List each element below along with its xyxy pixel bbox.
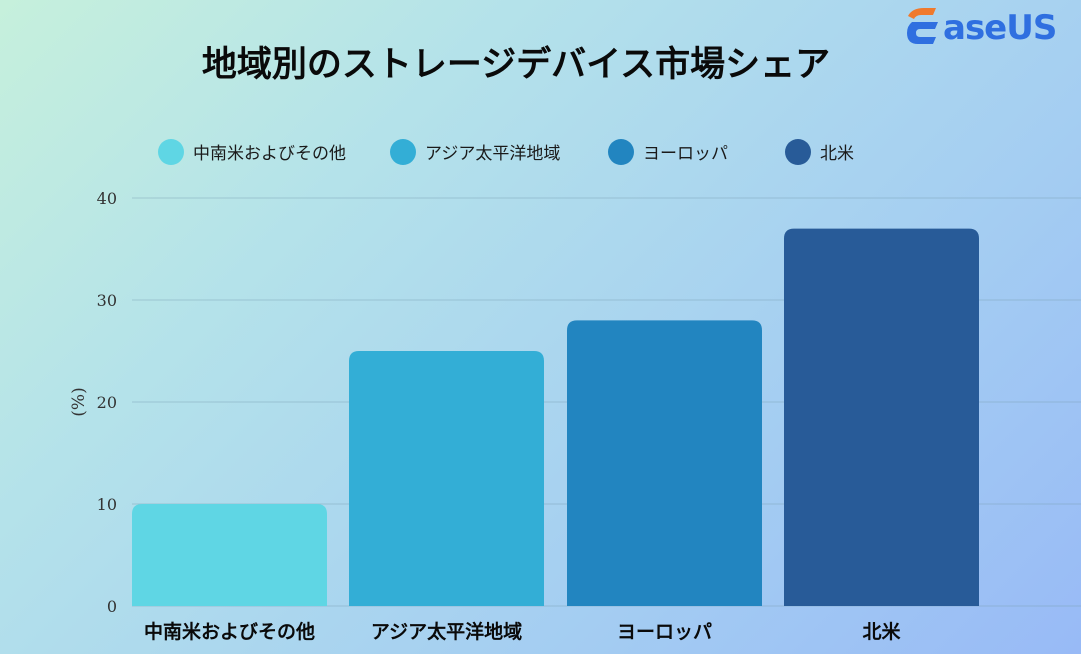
bar-3: [784, 228, 979, 606]
y-tick-label-2: 20: [97, 393, 117, 412]
y-tick-label-3: 30: [97, 291, 117, 310]
x-category-label-3: 北米: [862, 620, 901, 643]
x-axis-categories: 中南米およびその他 アジア太平洋地域 ヨーロッパ 北米: [144, 620, 902, 643]
y-tick-label-1: 10: [97, 495, 117, 514]
legend-label-0: 中南米およびその他: [193, 144, 346, 164]
logo-text: aseUS: [943, 8, 1057, 48]
legend-swatch-0: [158, 139, 184, 165]
legend-label-3: 北米: [820, 144, 854, 164]
x-category-label-0: 中南米およびその他: [144, 620, 315, 643]
legend-swatch-1: [390, 139, 416, 165]
easeus-logo: aseUS: [902, 6, 1057, 50]
y-tick-label-4: 40: [97, 189, 117, 208]
bar-0: [132, 504, 327, 606]
x-category-label-1: アジア太平洋地域: [371, 620, 522, 643]
x-category-label-2: ヨーロッパ: [617, 621, 712, 643]
chart-legend: 中南米およびその他 アジア太平洋地域 ヨーロッパ 北米: [158, 139, 854, 165]
legend-swatch-2: [608, 139, 634, 165]
bars: [132, 228, 979, 606]
chart-title: 地域別のストレージデバイス市場シェア: [202, 44, 830, 85]
y-axis-ticks: 0 10 20 30 40: [97, 189, 117, 616]
bar-2: [567, 320, 762, 606]
legend-swatch-3: [785, 139, 811, 165]
legend-label-2: ヨーロッパ: [643, 144, 728, 164]
y-axis-label: (%): [69, 387, 89, 416]
bar-1: [349, 351, 544, 606]
easeus-e-icon: [907, 8, 938, 44]
legend-label-1: アジア太平洋地域: [425, 144, 560, 164]
y-tick-label-0: 0: [107, 597, 117, 616]
